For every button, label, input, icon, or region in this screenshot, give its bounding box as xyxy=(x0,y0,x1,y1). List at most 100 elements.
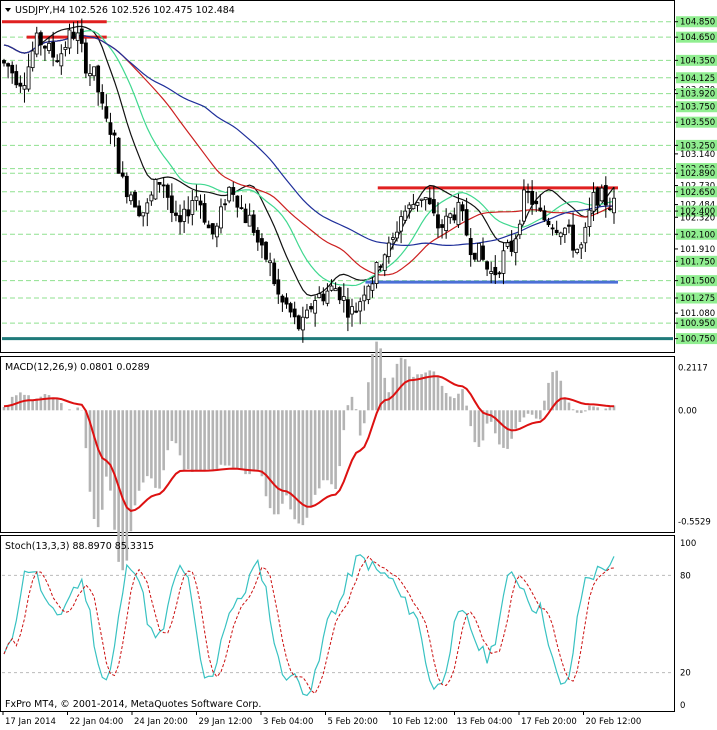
candle-body xyxy=(333,288,338,292)
candle-body xyxy=(6,63,10,67)
price-tick-label: 104.650 xyxy=(680,33,715,43)
copyright-footer: FxPro MT4, © 2001-2014, MetaQuotes Softw… xyxy=(5,699,261,710)
candle-body xyxy=(227,186,232,202)
ma-green-line xyxy=(3,29,615,287)
macd-signal-path xyxy=(3,375,615,512)
time-tick-label: 22 Jan 04:00 xyxy=(70,717,124,727)
price-label-box xyxy=(676,54,717,66)
candle-body xyxy=(567,224,571,227)
candle-body xyxy=(374,262,379,284)
candle-body xyxy=(10,64,15,74)
macd-scale-label: 0.00 xyxy=(678,406,697,416)
candle-body xyxy=(18,82,23,87)
candle-body xyxy=(169,195,174,214)
candle-body xyxy=(530,190,535,205)
price-label-box xyxy=(676,31,717,43)
candle-body xyxy=(22,85,27,90)
dropdown-triangle-icon[interactable] xyxy=(5,8,11,12)
candle-body xyxy=(444,215,449,231)
candle-body xyxy=(489,271,494,274)
candle-body xyxy=(468,238,473,256)
price-tick-label: 100.750 xyxy=(680,335,715,345)
candle-body xyxy=(251,214,256,233)
candle-body xyxy=(382,254,387,271)
candle-body xyxy=(59,53,64,67)
macd-scale-label: 0.2117 xyxy=(678,364,708,374)
candle-body xyxy=(284,297,289,305)
candle-body xyxy=(129,194,133,202)
stoch-panel-frame xyxy=(0,535,675,712)
candle-body xyxy=(83,42,88,74)
stoch-header: Stoch(13,3,3) 88.8970 85.3315 xyxy=(5,541,154,552)
candle-body xyxy=(538,207,543,211)
candle-body xyxy=(608,208,612,211)
candle-body xyxy=(214,225,219,238)
candle-body xyxy=(133,191,137,208)
candle-body xyxy=(55,60,60,63)
candle-body xyxy=(464,209,469,236)
candle-body xyxy=(47,42,51,51)
stoch-scale-label: 100 xyxy=(680,539,696,549)
candle-body xyxy=(476,243,481,262)
price-label-box xyxy=(676,228,717,240)
price-label-box xyxy=(676,205,717,217)
candle-body xyxy=(296,315,301,330)
candle-body xyxy=(96,65,101,93)
candle-body xyxy=(472,252,477,260)
candle-body xyxy=(71,31,76,39)
candle-body xyxy=(321,293,326,302)
price-label-box xyxy=(676,16,717,28)
price-scale: 104.850104.650104.350104.125103.970103.9… xyxy=(674,16,717,345)
candle-body xyxy=(300,316,305,331)
candle-body xyxy=(264,241,268,260)
candle-body xyxy=(141,212,146,217)
candle-body xyxy=(456,201,461,225)
candle-body xyxy=(341,296,346,301)
ma-blue-line xyxy=(3,34,614,247)
candle-body xyxy=(358,301,363,312)
candle-body xyxy=(120,172,125,177)
price-tick-label: 103.250 xyxy=(680,141,715,151)
candle-body xyxy=(124,175,129,198)
price-label-box xyxy=(676,167,717,179)
candle-body xyxy=(268,260,273,264)
candles xyxy=(2,18,616,343)
candle-body xyxy=(153,179,158,200)
candle-body xyxy=(583,226,588,244)
time-tick-label: 10 Feb 12:00 xyxy=(392,717,448,727)
candle-body xyxy=(2,60,6,64)
candle-body xyxy=(542,210,547,221)
price-tick-label: 104.125 xyxy=(680,74,715,84)
stoch-scale-label: 0 xyxy=(680,701,685,711)
candle-body xyxy=(599,187,604,202)
candle-body xyxy=(239,207,244,210)
price-label-box xyxy=(676,116,717,128)
candle-body xyxy=(497,272,502,275)
candle-body xyxy=(403,210,408,221)
candle-body xyxy=(26,66,31,90)
time-axis: 17 Jan 2014 22 Jan 04:00 24 Jan 20:00 29 Ja… xyxy=(2,711,641,727)
candle-body xyxy=(260,238,264,246)
candle-body xyxy=(407,204,412,209)
candle-body xyxy=(329,285,334,291)
price-tick-label: 104.350 xyxy=(680,56,715,66)
candle-body xyxy=(51,42,56,58)
candle-body xyxy=(423,197,428,201)
candle-body xyxy=(247,214,252,227)
time-tick-label: 29 Jan 12:00 xyxy=(199,717,253,727)
time-tick-label: 13 Feb 04:00 xyxy=(457,717,513,727)
candle-body xyxy=(309,306,313,310)
stoch-signal-path xyxy=(3,555,615,695)
macd-panel-frame xyxy=(0,356,675,533)
candle-body xyxy=(38,32,43,46)
candle-body xyxy=(219,206,223,229)
candle-body xyxy=(178,215,182,223)
candle-body xyxy=(505,242,510,247)
price-panel-frame xyxy=(0,0,675,353)
candle-body xyxy=(391,237,395,240)
candle-body xyxy=(104,106,109,119)
candle-body xyxy=(526,190,530,193)
candle-body xyxy=(325,290,330,304)
macd-scale-label: -0.5529 xyxy=(678,518,711,528)
candle-body xyxy=(550,227,555,230)
